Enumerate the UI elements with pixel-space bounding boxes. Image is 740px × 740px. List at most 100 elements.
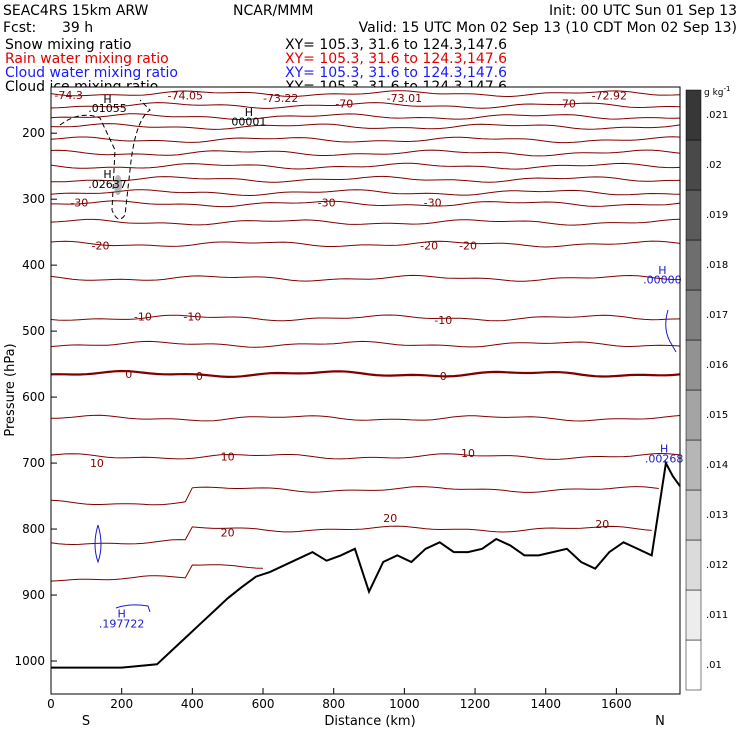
- isotherm-line: [50, 274, 681, 282]
- colorbar-swatch: [685, 639, 702, 691]
- isotherm-line: [50, 452, 681, 460]
- isotherm-label: 0: [440, 370, 447, 383]
- colorbar-label: .015: [706, 410, 728, 421]
- y-tick-label: 800: [22, 522, 45, 536]
- cloud-water-contour: [115, 604, 151, 613]
- isotherm-line: [50, 102, 681, 109]
- isotherm-label: 10: [221, 450, 235, 463]
- isotherm-label: -30: [70, 196, 88, 209]
- isotherm-label: -10: [434, 314, 452, 327]
- isotherm-line: [50, 564, 264, 582]
- isotherm-line: [50, 525, 652, 546]
- x-tick-label: 1400: [530, 697, 561, 711]
- axes: 0 200 400 600 800 1000 1200 1400 160010009008007…: [14, 126, 631, 711]
- colorbar: .01 .011 .012 .013 .014 .015 .016 .017 .018 .019.…: [685, 89, 728, 691]
- plot-frame: [50, 86, 681, 695]
- maximum-label: .02637: [88, 178, 127, 191]
- isotherm-line: [50, 90, 681, 98]
- cloud-water-contour: [94, 524, 102, 564]
- y-tick-label: 500: [22, 324, 45, 338]
- colorbar-swatch: [685, 139, 702, 191]
- isotherm-line: [50, 175, 680, 183]
- isotherm-label: 20: [595, 518, 609, 531]
- colorbar-swatch: [685, 389, 702, 441]
- isotherm-label: -74.3: [54, 89, 82, 102]
- legend-snow-label: Snow mixing ratio: [5, 37, 131, 53]
- maximum-label: H: [658, 264, 666, 277]
- colorbar-label: .019: [706, 210, 728, 221]
- x-tick-label: 1600: [601, 697, 632, 711]
- isotherm-line: [51, 200, 681, 208]
- isotherm-label: -74.05: [168, 90, 203, 103]
- legend-cloudwater-xy: XY= 105.3, 31.6 to 124.3,147.6: [285, 65, 507, 81]
- colorbar-label: .013: [706, 510, 728, 521]
- x-tick-label: 600: [252, 697, 275, 711]
- isotherm-label: 20: [221, 526, 235, 539]
- isotherm-line: [50, 123, 681, 130]
- isotherm-line: [50, 149, 681, 157]
- colorbar-swatch: [685, 489, 702, 541]
- isotherm-label: -20: [420, 239, 438, 252]
- forecast-label: Fcst:: [3, 20, 36, 36]
- isotherm-label: -10: [134, 311, 152, 324]
- colorbar-label: .017: [706, 310, 728, 321]
- y-tick-label: 400: [22, 258, 45, 272]
- model-title: SEAC4RS 15km ARW: [3, 3, 149, 19]
- isotherm-label: 10: [90, 457, 104, 470]
- maxima-labels: H.01055 H00001H.02637H.00000H.00268H.1977…: [88, 93, 683, 631]
- cloud-ice-contour: [59, 99, 151, 220]
- colorbar-swatch: [685, 539, 702, 591]
- isotherm-line: [50, 314, 681, 322]
- x-tick-label: 1200: [460, 697, 491, 711]
- x-tick-label: 0: [47, 697, 55, 711]
- isotherm-label: -70: [558, 97, 576, 110]
- colorbar-swatch: [685, 589, 702, 641]
- terrain-profile: [51, 459, 681, 669]
- colorbar-swatch: [685, 289, 702, 341]
- isotherm-label: -73.01: [387, 92, 422, 105]
- maximum-label: .00000: [643, 274, 682, 287]
- x-axis-end-label: N: [655, 714, 665, 729]
- isotherm-label: -72.92: [592, 90, 627, 103]
- colorbar-unit: g kg-1: [704, 85, 730, 98]
- maximum-label: H: [103, 168, 111, 181]
- isotherm-label: 0: [125, 368, 132, 381]
- x-tick-label: 800: [322, 697, 345, 711]
- colorbar-label: .02: [706, 160, 722, 171]
- chart-header: SEAC4RS 15km ARW NCAR/MMM Init: 00 UTC S…: [3, 3, 737, 95]
- isotherm-line: [50, 113, 681, 121]
- colorbar-label: .01: [706, 660, 722, 671]
- isotherm-label: -20: [459, 239, 477, 252]
- isotherm-line: [50, 240, 681, 248]
- isotherm-line: [50, 189, 681, 197]
- isotherm-line: [50, 486, 659, 506]
- x-axis-title: Distance (km): [324, 714, 415, 729]
- maximum-label: H: [103, 93, 111, 106]
- maximum-label: .00268: [645, 452, 684, 465]
- terrain-line: [51, 459, 681, 669]
- colorbar-swatch: [685, 439, 702, 491]
- y-tick-label: 700: [22, 456, 45, 470]
- colorbar-label: .021: [706, 110, 728, 121]
- x-tick-label: 200: [110, 697, 133, 711]
- isotherm-label: 20: [383, 512, 397, 525]
- isotherm-label: -20: [91, 239, 109, 252]
- cloud-water-contour: [665, 309, 677, 353]
- colorbar-swatch: [685, 339, 702, 391]
- legend-rain-xy: XY= 105.3, 31.6 to 124.3,147.6: [285, 51, 507, 67]
- isotherm-label: -30: [318, 196, 336, 209]
- colorbar-label: .014: [706, 460, 728, 471]
- y-tick-label: 1000: [14, 654, 45, 668]
- legend-cloudwater-label: Cloud water mixing ratio: [5, 65, 178, 81]
- colorbar-label: .011: [706, 610, 728, 621]
- colorbar-label: .012: [706, 560, 728, 571]
- isotherm-label: 10: [461, 447, 475, 460]
- x-axis-start-label: S: [82, 714, 90, 729]
- isotherm-label: 0: [196, 370, 203, 383]
- forecast-value: 39 h: [62, 20, 93, 36]
- colorbar-swatch: [685, 89, 702, 141]
- cloud-contours: [59, 99, 677, 613]
- colorbar-swatch: [685, 189, 702, 241]
- isotherm-line: [50, 218, 681, 226]
